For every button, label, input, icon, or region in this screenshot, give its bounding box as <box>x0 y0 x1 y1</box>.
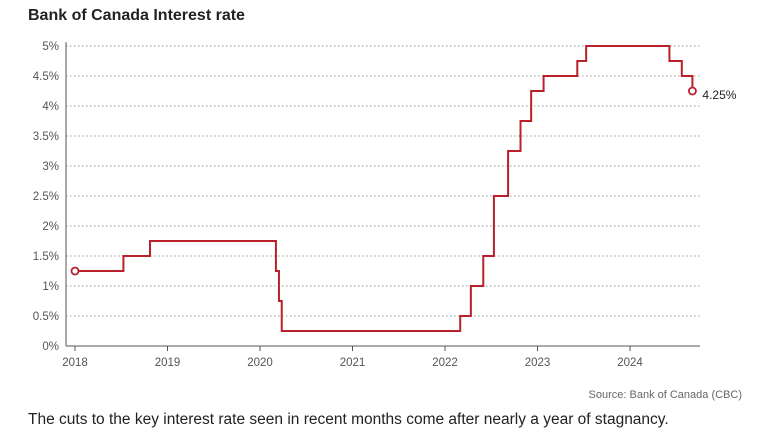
y-axis-tick-labels: 0% 0.5% 1% 1.5% 2% 2.5% 3% 3.5% 4% 4.5% 5% <box>33 41 59 353</box>
y-tick-label: 4% <box>42 101 59 113</box>
x-tick-label: 2020 <box>247 357 273 369</box>
chart-caption: The cuts to the key interest rate seen i… <box>28 411 669 428</box>
y-tick-label: 3.5% <box>33 131 59 143</box>
axes <box>65 42 700 351</box>
x-tick-label: 2019 <box>155 357 181 369</box>
start-point-marker <box>70 266 80 276</box>
y-tick-label: 1.5% <box>33 251 59 263</box>
y-tick-label: 1% <box>42 281 59 293</box>
end-value-label: 4.25% <box>702 88 736 102</box>
x-tick-label: 2023 <box>525 357 551 369</box>
y-tick-label: 0.5% <box>33 311 59 323</box>
x-tick-label: 2024 <box>617 357 643 369</box>
y-tick-label: 3% <box>42 161 59 173</box>
interest-rate-chart: 0%0.5%1%1.5%2%2.5%3%3.5%4%4.5%5% 2018 201… <box>33 41 737 369</box>
grid-lines <box>66 45 700 317</box>
y-tick-label: 5% <box>42 41 59 53</box>
y-tick-label: 4.5% <box>33 71 59 83</box>
x-tick-label: 2018 <box>62 357 88 369</box>
x-tick-label: 2022 <box>432 357 458 369</box>
chart-title: Bank of Canada Interest rate <box>28 7 245 24</box>
y-tick-label: 0% <box>42 341 59 353</box>
interest-rate-line <box>75 45 694 332</box>
source-note: Source: Bank of Canada (CBC) <box>588 389 742 401</box>
x-tick-label: 2021 <box>340 357 366 369</box>
y-tick-label: 2.5% <box>33 191 59 203</box>
end-point-marker <box>688 86 697 96</box>
y-tick-label: 2% <box>42 221 59 233</box>
x-axis-tick-labels: 2018 2019 2020 2021 2022 2023 2024 <box>62 357 643 369</box>
